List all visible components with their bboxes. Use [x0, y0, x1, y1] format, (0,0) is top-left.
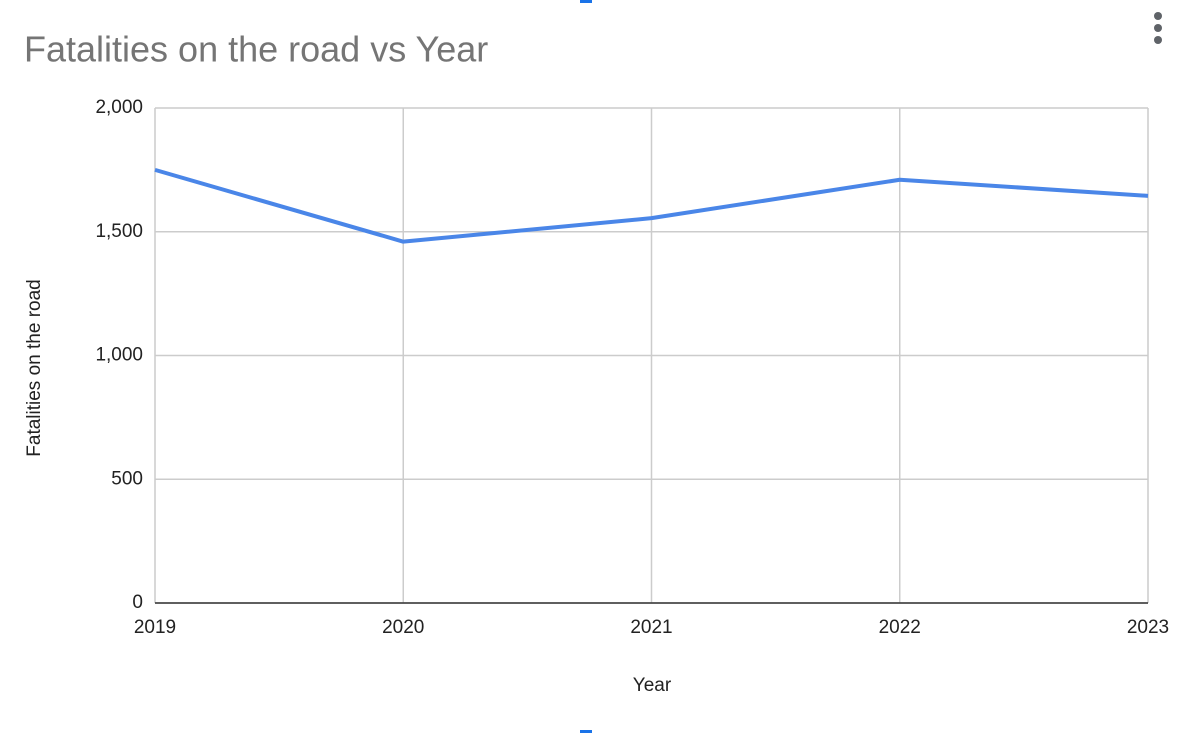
menu-dot — [1154, 36, 1162, 44]
y-tick-label: 500 — [111, 468, 143, 489]
y-tick-label: 0 — [132, 592, 143, 613]
menu-dot — [1154, 24, 1162, 32]
x-axis-label: Year — [633, 675, 672, 696]
x-tick-label: 2019 — [134, 617, 176, 638]
x-tick-label: 2023 — [1127, 617, 1169, 638]
chart-title: Fatalities on the road vs Year — [24, 29, 488, 70]
y-axis-label: Fatalities on the road — [24, 279, 45, 456]
y-tick-label: 1,500 — [95, 221, 143, 242]
selection-handle[interactable] — [580, 730, 592, 733]
menu-dot — [1154, 12, 1162, 20]
y-tick-label: 1,000 — [95, 345, 143, 366]
selection-handle[interactable] — [580, 0, 592, 3]
menu-button[interactable] — [1154, 12, 1162, 44]
data-line — [154, 167, 1149, 244]
x-tick-label: 2021 — [630, 617, 672, 638]
y-tick-label: 2,000 — [95, 97, 143, 118]
x-tick-label: 2022 — [879, 617, 921, 638]
x-tick-label: 2020 — [382, 617, 424, 638]
